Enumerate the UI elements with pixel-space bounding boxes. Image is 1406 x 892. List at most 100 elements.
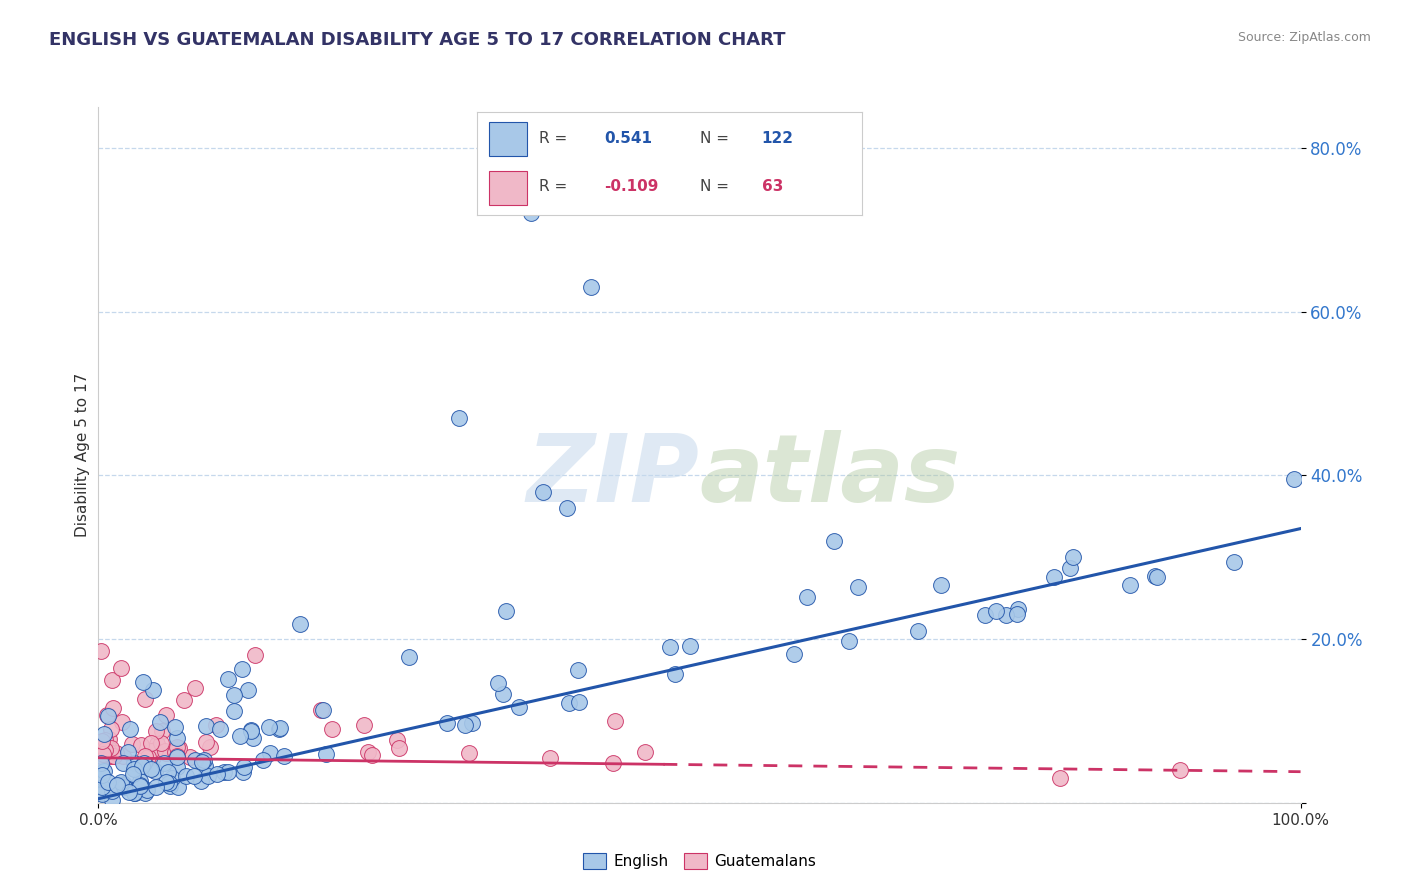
Point <box>110 775 132 789</box>
Point <box>139 763 162 777</box>
Point <box>101 793 124 807</box>
Point <box>929 578 952 592</box>
Point <box>557 696 579 710</box>
Point <box>269 722 291 736</box>
Legend: English, Guatemalans: English, Guatemalans <box>576 847 823 875</box>
Point <box>538 751 561 765</box>
Point <box>149 715 172 730</box>
Point <box>361 747 384 762</box>
Y-axis label: Disability Age 5 to 17: Disability Age 5 to 17 <box>75 373 90 537</box>
Point <box>139 736 162 750</box>
Point <box>90 748 112 763</box>
Point <box>98 742 121 756</box>
Point <box>117 745 139 759</box>
Point <box>174 769 197 783</box>
Point <box>488 676 510 690</box>
Point <box>94 743 117 757</box>
Point <box>128 779 150 793</box>
Point <box>122 786 145 800</box>
Point <box>634 746 657 760</box>
Point <box>112 780 135 794</box>
Point <box>134 786 156 800</box>
Point <box>145 737 167 751</box>
Text: ENGLISH VS GUATEMALAN DISABILITY AGE 5 TO 17 CORRELATION CHART: ENGLISH VS GUATEMALAN DISABILITY AGE 5 T… <box>49 31 786 49</box>
Point <box>252 753 274 767</box>
Point <box>1143 569 1166 583</box>
Point <box>155 746 177 760</box>
Point <box>103 701 125 715</box>
Point <box>205 766 228 780</box>
Point <box>124 786 146 800</box>
Point <box>1007 602 1029 616</box>
Point <box>191 755 214 769</box>
Point <box>290 617 312 632</box>
Point <box>664 667 686 681</box>
Point <box>217 764 239 779</box>
Point <box>136 783 159 797</box>
Point <box>994 608 1017 623</box>
Point <box>90 644 112 658</box>
Point <box>259 747 281 761</box>
Point <box>321 722 343 736</box>
Point <box>183 769 205 783</box>
Point <box>508 699 530 714</box>
Point <box>150 724 173 739</box>
Point <box>94 745 117 759</box>
Point <box>796 590 818 604</box>
Point <box>190 773 212 788</box>
Point <box>194 758 217 772</box>
Point <box>273 749 295 764</box>
Point <box>461 716 484 731</box>
Point <box>846 580 869 594</box>
Point <box>153 756 176 770</box>
Point <box>90 786 112 800</box>
Point <box>124 763 146 777</box>
Point <box>783 647 806 661</box>
Point <box>93 727 115 741</box>
Point <box>238 683 260 698</box>
Point <box>567 664 589 678</box>
Point <box>142 750 165 764</box>
Point <box>97 744 120 758</box>
Point <box>128 779 150 793</box>
Point <box>111 714 134 729</box>
Point <box>312 703 335 717</box>
Point <box>492 687 515 701</box>
Point <box>134 691 156 706</box>
Point <box>138 749 160 764</box>
Point <box>242 731 264 745</box>
Point <box>105 778 128 792</box>
Point <box>194 734 217 748</box>
Point <box>166 780 188 794</box>
Point <box>90 783 112 797</box>
Point <box>907 624 929 638</box>
Point <box>101 673 124 687</box>
Text: Source: ZipAtlas.com: Source: ZipAtlas.com <box>1237 31 1371 45</box>
Point <box>111 749 134 764</box>
Point <box>398 650 420 665</box>
Point <box>91 747 114 761</box>
Point <box>166 731 188 745</box>
Point <box>823 534 845 549</box>
Point <box>104 746 127 760</box>
Point <box>155 707 177 722</box>
Point <box>129 739 152 753</box>
Point <box>149 736 172 750</box>
Point <box>160 772 183 786</box>
Point <box>193 753 215 767</box>
Point <box>91 768 114 782</box>
Point <box>309 703 332 717</box>
Point <box>568 695 591 709</box>
Point <box>205 718 228 732</box>
Point <box>96 707 118 722</box>
Point <box>1059 561 1081 575</box>
Point <box>184 681 207 695</box>
Point <box>224 704 246 718</box>
Point <box>112 756 135 770</box>
Point <box>100 722 122 736</box>
Point <box>141 744 163 758</box>
Point <box>1119 577 1142 591</box>
Point <box>838 633 860 648</box>
Point <box>458 746 481 760</box>
Point <box>155 775 177 789</box>
